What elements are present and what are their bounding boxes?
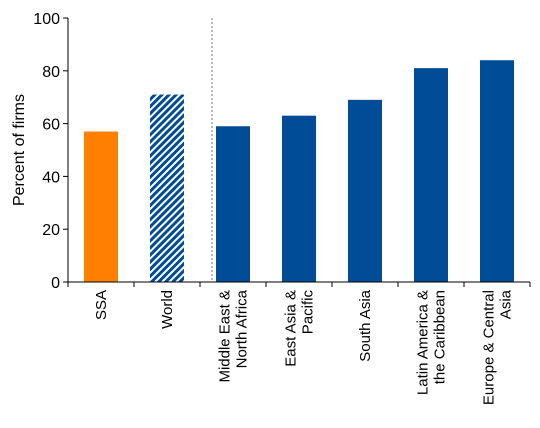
x-category-label: World [159, 290, 176, 329]
x-category-label: East Asia &Pacific [283, 290, 317, 367]
y-axis-title: Percent of firms [11, 94, 28, 206]
bar [414, 68, 448, 282]
bar [282, 115, 316, 283]
x-axis: SSA World Middle East &North Africa East As… [67, 282, 531, 405]
y-tick-label: 100 [33, 11, 60, 28]
x-category-label: SSA [93, 290, 110, 320]
bar [150, 94, 184, 282]
y-tick-label: 80 [42, 64, 60, 81]
bars [84, 60, 514, 283]
chart-title-fragment: ... [90, 0, 108, 17]
x-category-label: South Asia [357, 289, 374, 361]
x-category-label: Middle East &North Africa [217, 289, 251, 382]
bar [216, 126, 250, 283]
bar [84, 131, 118, 282]
bar [348, 99, 382, 282]
x-category-label: Latin America &the Caribbean [415, 290, 449, 395]
y-axis: 0 20 40 60 80 100 [33, 11, 68, 292]
y-tick-label: 40 [42, 169, 60, 186]
y-tick-label: 20 [42, 222, 60, 239]
x-category-label: Europe & CentralAsia [481, 289, 515, 405]
bar [480, 60, 514, 282]
y-tick-label: 0 [51, 275, 60, 292]
y-tick-label: 60 [42, 117, 60, 134]
